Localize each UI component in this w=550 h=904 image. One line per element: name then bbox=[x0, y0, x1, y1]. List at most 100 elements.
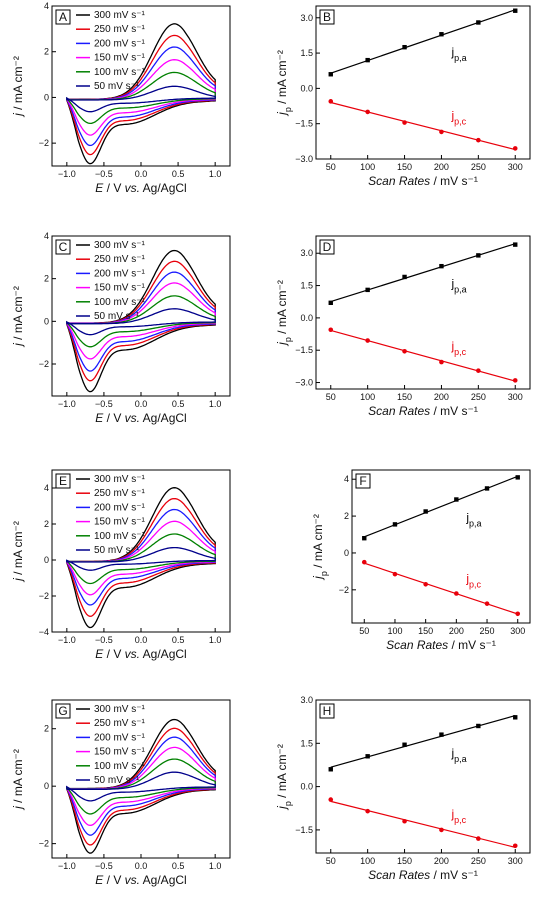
x-tick-label-F: 50 bbox=[359, 626, 369, 636]
y-tick-label-B: −1.5 bbox=[295, 119, 313, 129]
cv-curve-50-E bbox=[66, 546, 216, 571]
legend-label-250-G: 250 mV s⁻¹ bbox=[94, 718, 146, 729]
legend-E: 300 mV s⁻¹ 250 mV s⁻¹ 200 mV s⁻¹ 150 mV s⁻¹… bbox=[76, 474, 146, 556]
x-tick-label-F: 150 bbox=[418, 626, 433, 636]
point-cathodic-100-B bbox=[365, 109, 370, 115]
y-axis-title-D: jp / mA cm⁻² bbox=[275, 280, 293, 347]
x-tick-label-D: 100 bbox=[360, 392, 375, 402]
x-tick-label-H: 250 bbox=[471, 856, 486, 866]
fit-line-anodic-H bbox=[330, 715, 516, 768]
legend-label-50-E: 50 mV s⁻¹ bbox=[94, 545, 140, 556]
panel-letter-box-B bbox=[319, 9, 335, 25]
y-axis-title-E: j / mA cm⁻² bbox=[11, 521, 25, 583]
x-tick-label-E: 0.0 bbox=[135, 635, 148, 645]
x-tick-label-B: 50 bbox=[326, 162, 336, 172]
plot-frame-B bbox=[315, 5, 531, 160]
y-tick-label-H: 0.0 bbox=[300, 782, 313, 792]
legend-label-100-A: 100 mV s⁻¹ bbox=[94, 67, 146, 78]
y-tick-label-H: 3.0 bbox=[300, 695, 313, 705]
x-tick-label-E: −0.5 bbox=[95, 635, 113, 645]
point-anodic-300-H bbox=[513, 715, 518, 720]
fit-line-anodic-B bbox=[330, 9, 516, 74]
panel-letter-box-E bbox=[55, 473, 71, 489]
x-axis-title-D: Scan Rates / mV s⁻¹ bbox=[368, 404, 478, 418]
x-tick-label-F: 300 bbox=[510, 626, 525, 636]
panel-letter-E: E bbox=[59, 474, 67, 488]
y-tick-label-G: 0 bbox=[44, 781, 49, 791]
fit-line-anodic-F bbox=[364, 475, 518, 538]
legend-label-50-G: 50 mV s⁻¹ bbox=[94, 775, 140, 786]
x-tick-label-F: 250 bbox=[480, 626, 495, 636]
point-anodic-250-D bbox=[476, 253, 481, 258]
point-cathodic-50-D bbox=[328, 327, 334, 333]
point-anodic-200-H bbox=[439, 732, 444, 737]
y-axis-title-C: j / mA cm⁻² bbox=[11, 286, 25, 348]
x-tick-label-A: −1.0 bbox=[58, 169, 76, 179]
y-tick-label-E: 0 bbox=[44, 555, 49, 565]
x-tick-label-D: 50 bbox=[326, 392, 336, 402]
legend-label-250-C: 250 mV s⁻¹ bbox=[94, 254, 146, 265]
y-tick-label-A: 2 bbox=[44, 47, 49, 57]
cv-curves-A bbox=[66, 23, 216, 165]
x-axis-title-H: Scan Rates / mV s⁻¹ bbox=[368, 868, 478, 882]
point-cathodic-150-D bbox=[402, 348, 407, 354]
x-tick-label-B: 200 bbox=[434, 162, 449, 172]
cv-curve-50-G bbox=[66, 771, 216, 802]
rate-points-H: jp,a jp,c bbox=[328, 715, 518, 849]
x-tick-label-G: −0.5 bbox=[95, 861, 113, 871]
point-cathodic-300-D bbox=[512, 378, 518, 383]
point-anodic-150-D bbox=[402, 274, 407, 280]
fit-line-cathodic-F bbox=[364, 562, 518, 615]
fit-line-cathodic-H bbox=[330, 800, 516, 848]
point-anodic-50-H bbox=[328, 767, 333, 772]
legend-label-100-E: 100 mV s⁻¹ bbox=[94, 531, 146, 542]
x-axis-title-G: E / V vs. Ag/AgCl bbox=[95, 873, 186, 887]
panel-letter-A: A bbox=[59, 10, 67, 24]
y-axis-title-A: j / mA cm⁻² bbox=[11, 56, 25, 118]
point-cathodic-150-H bbox=[402, 818, 407, 824]
y-tick-label-E: 4 bbox=[44, 483, 49, 493]
point-cathodic-250-H bbox=[476, 836, 481, 841]
y-tick-label-A: −2 bbox=[39, 138, 49, 148]
y-tick-label-G: 2 bbox=[44, 724, 49, 734]
cv-curve-50-C bbox=[66, 308, 216, 336]
panel-letter-H: H bbox=[323, 704, 332, 718]
series-label-anodic-F: jp,a bbox=[465, 510, 481, 528]
x-tick-label-A: −0.5 bbox=[95, 169, 113, 179]
point-anodic-150-B bbox=[402, 44, 407, 50]
legend-label-150-G: 150 mV s⁻¹ bbox=[94, 747, 146, 758]
point-anodic-100-D bbox=[365, 287, 370, 293]
series-label-cathodic-H: jp,c bbox=[450, 807, 466, 825]
y-tick-label-F: 0 bbox=[344, 548, 349, 558]
point-cathodic-250-F bbox=[484, 601, 490, 606]
x-tick-label-C: 1.0 bbox=[209, 399, 222, 409]
point-anodic-150-H bbox=[402, 742, 407, 747]
x-tick-label-A: 1.0 bbox=[209, 169, 222, 179]
panel-letter-box-C bbox=[55, 239, 71, 255]
legend-C: 300 mV s⁻¹ 250 mV s⁻¹ 200 mV s⁻¹ 150 mV s⁻¹… bbox=[76, 240, 146, 322]
legend-label-250-A: 250 mV s⁻¹ bbox=[94, 24, 146, 35]
point-anodic-100-F bbox=[392, 522, 398, 527]
cv-curves-G bbox=[66, 718, 216, 854]
x-tick-label-G: 0.0 bbox=[135, 861, 148, 871]
y-tick-label-A: 0 bbox=[44, 92, 49, 102]
point-anodic-200-D bbox=[439, 263, 444, 269]
x-tick-label-B: 250 bbox=[471, 162, 486, 172]
legend-label-150-C: 150 mV s⁻¹ bbox=[94, 283, 146, 294]
plot-frame-H bbox=[315, 699, 531, 854]
panel-letter-B: B bbox=[323, 10, 331, 24]
panel-letter-box-F bbox=[355, 473, 371, 489]
cv-curves-C bbox=[66, 249, 216, 393]
point-anodic-200-F bbox=[454, 497, 459, 502]
x-tick-label-C: 0.5 bbox=[172, 399, 185, 409]
legend-label-200-G: 200 mV s⁻¹ bbox=[94, 732, 146, 743]
legend-A: 300 mV s⁻¹ 250 mV s⁻¹ 200 mV s⁻¹ 150 mV s⁻¹… bbox=[76, 10, 146, 92]
legend-label-200-A: 200 mV s⁻¹ bbox=[94, 38, 146, 49]
y-axis-title-G: j / mA cm⁻² bbox=[11, 749, 25, 811]
x-axis-title-E: E / V vs. Ag/AgCl bbox=[95, 647, 186, 661]
y-tick-label-D: 1.5 bbox=[300, 281, 313, 291]
y-tick-label-B: −3.0 bbox=[295, 154, 313, 164]
x-tick-label-A: 0.5 bbox=[172, 169, 185, 179]
point-cathodic-50-H bbox=[328, 797, 334, 802]
legend-label-300-A: 300 mV s⁻¹ bbox=[94, 10, 146, 21]
